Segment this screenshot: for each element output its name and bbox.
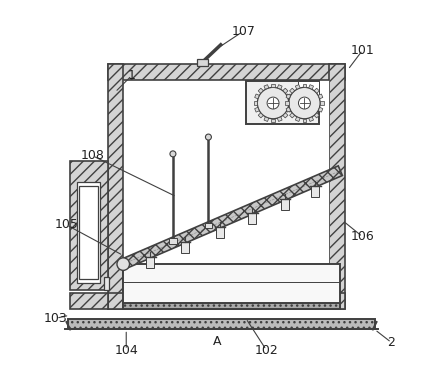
Bar bbox=[70, 161, 108, 290]
Bar bbox=[311, 186, 319, 197]
Polygon shape bbox=[121, 166, 342, 269]
Bar bbox=[104, 277, 109, 290]
Circle shape bbox=[170, 151, 176, 157]
Bar bbox=[298, 81, 319, 96]
Polygon shape bbox=[286, 107, 291, 112]
Polygon shape bbox=[295, 117, 300, 122]
Bar bbox=[79, 186, 98, 279]
Polygon shape bbox=[258, 88, 263, 93]
Text: 107: 107 bbox=[231, 25, 255, 38]
Bar bbox=[216, 227, 224, 238]
Polygon shape bbox=[289, 101, 292, 105]
Polygon shape bbox=[303, 119, 306, 122]
Polygon shape bbox=[309, 85, 314, 89]
Circle shape bbox=[206, 134, 211, 140]
Bar bbox=[329, 64, 345, 309]
Polygon shape bbox=[314, 88, 319, 93]
Polygon shape bbox=[277, 117, 282, 122]
Polygon shape bbox=[264, 85, 269, 89]
Text: 101: 101 bbox=[351, 44, 375, 57]
Polygon shape bbox=[318, 107, 323, 112]
Polygon shape bbox=[255, 107, 259, 112]
Bar bbox=[197, 59, 208, 66]
Polygon shape bbox=[277, 85, 282, 89]
Bar bbox=[68, 319, 375, 330]
Polygon shape bbox=[287, 107, 291, 112]
Bar bbox=[146, 257, 155, 268]
Polygon shape bbox=[314, 113, 319, 118]
Bar bbox=[248, 213, 256, 225]
Polygon shape bbox=[295, 85, 300, 89]
Circle shape bbox=[299, 97, 311, 109]
Text: 1: 1 bbox=[128, 69, 136, 82]
Polygon shape bbox=[283, 88, 288, 93]
Circle shape bbox=[257, 87, 289, 119]
Bar bbox=[123, 303, 340, 309]
Bar bbox=[281, 199, 289, 210]
Text: 106: 106 bbox=[351, 230, 375, 243]
Polygon shape bbox=[264, 117, 269, 122]
Bar bbox=[246, 81, 319, 124]
Text: 108: 108 bbox=[81, 149, 105, 162]
Polygon shape bbox=[271, 119, 275, 122]
Polygon shape bbox=[286, 94, 291, 99]
Text: A: A bbox=[213, 335, 221, 348]
Polygon shape bbox=[271, 84, 275, 87]
Circle shape bbox=[289, 87, 320, 119]
Polygon shape bbox=[287, 94, 291, 99]
Polygon shape bbox=[309, 117, 314, 122]
Polygon shape bbox=[285, 101, 289, 105]
Bar bbox=[108, 64, 123, 309]
Polygon shape bbox=[290, 113, 295, 118]
Polygon shape bbox=[290, 88, 295, 93]
Bar bbox=[181, 242, 189, 254]
Polygon shape bbox=[318, 94, 323, 99]
Bar bbox=[108, 64, 345, 80]
Polygon shape bbox=[254, 101, 257, 105]
Bar bbox=[169, 238, 177, 243]
Polygon shape bbox=[283, 113, 288, 118]
Text: 103: 103 bbox=[44, 312, 68, 325]
Polygon shape bbox=[258, 113, 263, 118]
Circle shape bbox=[117, 258, 129, 270]
Text: 2: 2 bbox=[388, 336, 396, 349]
Bar bbox=[123, 264, 340, 309]
Circle shape bbox=[267, 97, 279, 109]
Text: 102: 102 bbox=[254, 344, 278, 357]
Bar bbox=[205, 223, 212, 228]
Bar bbox=[123, 80, 329, 293]
Polygon shape bbox=[320, 101, 323, 105]
Bar bbox=[70, 293, 108, 309]
Text: 105: 105 bbox=[54, 218, 78, 231]
Polygon shape bbox=[255, 94, 259, 99]
Bar bbox=[77, 182, 100, 283]
Polygon shape bbox=[303, 84, 306, 87]
Text: 104: 104 bbox=[114, 344, 138, 357]
Bar bbox=[108, 293, 345, 309]
